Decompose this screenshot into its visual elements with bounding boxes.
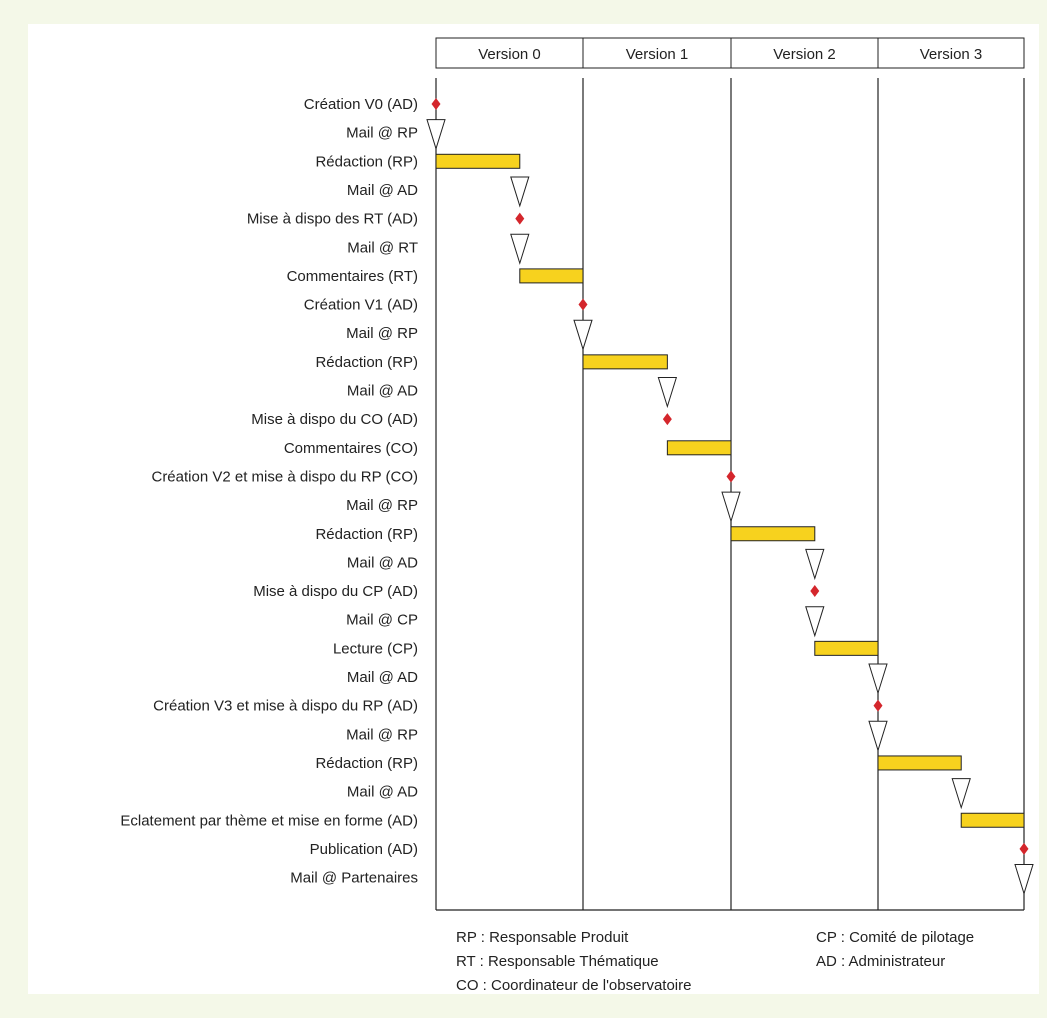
task-label: Mail @ RP bbox=[346, 125, 418, 142]
task-bar bbox=[582, 354, 668, 370]
milestone-diamond bbox=[726, 470, 736, 483]
column-header: Version 1 bbox=[626, 46, 689, 63]
task-label: Mail @ AD bbox=[347, 784, 418, 801]
task-bar bbox=[960, 812, 1025, 828]
task-label: Rédaction (RP) bbox=[315, 354, 418, 371]
column-header: Version 2 bbox=[773, 46, 836, 63]
mail-triangle bbox=[805, 606, 825, 638]
task-label: Mise à dispo du CO (AD) bbox=[251, 411, 418, 428]
task-label: Mail @ AD bbox=[347, 383, 418, 400]
header-cell bbox=[435, 37, 584, 69]
task-label: Mail @ RT bbox=[347, 239, 418, 256]
mail-triangle bbox=[510, 176, 530, 208]
header-cell bbox=[877, 37, 1025, 69]
task-bar bbox=[814, 640, 879, 656]
header-cell bbox=[582, 37, 732, 69]
mail-triangle bbox=[1014, 864, 1034, 896]
task-bar bbox=[435, 153, 521, 169]
task-label: Rédaction (RP) bbox=[315, 526, 418, 543]
task-bar bbox=[877, 755, 962, 771]
milestone-diamond bbox=[810, 585, 820, 598]
mail-triangle bbox=[510, 233, 530, 265]
mail-triangle bbox=[426, 119, 446, 151]
column-header: Version 0 bbox=[478, 46, 541, 63]
task-label: Rédaction (RP) bbox=[315, 153, 418, 170]
task-label: Mail @ RP bbox=[346, 497, 418, 514]
task-label: Commentaires (RT) bbox=[287, 268, 418, 285]
mail-triangle bbox=[868, 720, 888, 752]
task-label: Mise à dispo des RT (AD) bbox=[247, 211, 418, 228]
milestone-diamond bbox=[431, 98, 441, 110]
task-label: Mise à dispo du CP (AD) bbox=[253, 583, 418, 600]
milestone-diamond bbox=[578, 298, 588, 311]
milestone-diamond bbox=[662, 413, 672, 426]
task-bar bbox=[730, 526, 816, 542]
task-label: Rédaction (RP) bbox=[315, 755, 418, 772]
task-label: Mail @ AD bbox=[347, 669, 418, 686]
task-label: Mail @ AD bbox=[347, 182, 418, 199]
column-header: Version 3 bbox=[920, 46, 983, 63]
task-label: Lecture (CP) bbox=[333, 640, 418, 657]
milestone-diamond bbox=[515, 212, 525, 225]
task-bar bbox=[666, 440, 732, 456]
task-label: Publication (AD) bbox=[310, 841, 418, 858]
task-bar bbox=[519, 268, 584, 284]
milestone-diamond bbox=[873, 699, 883, 712]
header-cell bbox=[730, 37, 879, 69]
mail-triangle bbox=[951, 778, 971, 810]
task-label: Mail @ RP bbox=[346, 726, 418, 743]
task-label: Commentaires (CO) bbox=[284, 440, 418, 457]
task-label: Création V1 (AD) bbox=[304, 297, 418, 314]
task-label: Mail @ Partenaires bbox=[290, 870, 418, 887]
mail-triangle bbox=[657, 377, 678, 409]
mail-triangle bbox=[805, 548, 825, 581]
mail-triangle bbox=[721, 491, 741, 523]
task-label: Création V3 et mise à dispo du RP (AD) bbox=[153, 698, 418, 715]
milestone-diamond bbox=[1019, 842, 1029, 855]
task-label: Mail @ CP bbox=[346, 612, 418, 629]
mail-triangle bbox=[868, 663, 888, 695]
task-label: Eclatement par thème et mise en forme (A… bbox=[120, 812, 418, 829]
task-label: Création V2 et mise à dispo du RP (CO) bbox=[151, 468, 418, 485]
diagram-panel bbox=[28, 24, 1039, 994]
task-label: Création V0 (AD) bbox=[304, 96, 418, 113]
task-label: Mail @ AD bbox=[347, 554, 418, 571]
task-label: Mail @ RP bbox=[346, 325, 418, 342]
mail-triangle bbox=[573, 319, 593, 351]
